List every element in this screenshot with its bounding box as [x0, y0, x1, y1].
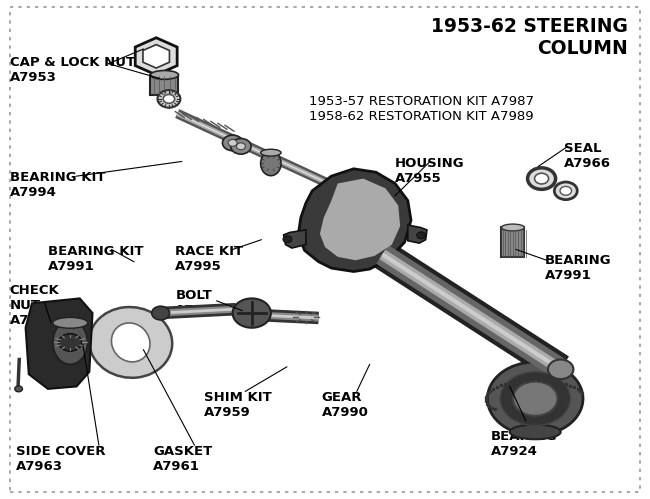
Circle shape	[513, 382, 558, 416]
Polygon shape	[283, 230, 306, 248]
Ellipse shape	[261, 151, 281, 176]
Ellipse shape	[111, 323, 150, 362]
Polygon shape	[143, 44, 170, 68]
Text: CAP & LOCK NUT
A7953: CAP & LOCK NUT A7953	[10, 56, 135, 84]
Circle shape	[58, 334, 82, 351]
Circle shape	[534, 173, 549, 184]
Text: RACE KIT
A7995: RACE KIT A7995	[176, 245, 244, 272]
Circle shape	[417, 232, 426, 239]
Ellipse shape	[510, 425, 561, 439]
Circle shape	[233, 298, 271, 328]
Ellipse shape	[501, 224, 525, 231]
Text: BEARING
A7924: BEARING A7924	[491, 431, 557, 459]
Circle shape	[151, 306, 170, 320]
Ellipse shape	[89, 307, 172, 378]
Bar	[150, 75, 179, 95]
Text: GASKET
A7961: GASKET A7961	[153, 445, 213, 473]
Polygon shape	[408, 225, 427, 243]
Polygon shape	[135, 38, 177, 75]
Circle shape	[548, 359, 573, 379]
Text: SIDE COVER
A7963: SIDE COVER A7963	[16, 445, 105, 473]
Text: HOUSING
A7955: HOUSING A7955	[395, 157, 465, 185]
Circle shape	[237, 143, 246, 150]
Circle shape	[528, 168, 556, 189]
Circle shape	[163, 94, 175, 103]
Circle shape	[500, 372, 570, 426]
Bar	[501, 228, 525, 257]
Ellipse shape	[150, 70, 179, 79]
Text: BEARING KIT
A7994: BEARING KIT A7994	[10, 171, 105, 199]
Polygon shape	[25, 298, 92, 389]
Ellipse shape	[53, 320, 88, 364]
Text: 1953-57 RESTORATION KIT A7987
1958-62 RESTORATION KIT A7989: 1953-57 RESTORATION KIT A7987 1958-62 RE…	[309, 95, 534, 123]
Text: BEARING
A7991: BEARING A7991	[545, 254, 612, 282]
Polygon shape	[320, 179, 400, 260]
Ellipse shape	[53, 317, 88, 328]
Text: CHECK
NUT
A7965: CHECK NUT A7965	[10, 284, 59, 327]
Circle shape	[15, 386, 22, 392]
Text: GEAR
A7990: GEAR A7990	[322, 391, 369, 419]
Circle shape	[283, 236, 292, 243]
Text: SEAL
A7966: SEAL A7966	[564, 142, 611, 170]
Text: SHIM KIT
A7959: SHIM KIT A7959	[204, 391, 272, 419]
Text: BEARING KIT
A7991: BEARING KIT A7991	[48, 245, 144, 272]
Circle shape	[554, 182, 577, 200]
Circle shape	[222, 135, 243, 151]
Circle shape	[157, 90, 181, 108]
Polygon shape	[298, 169, 411, 271]
Text: BOLT
A7957: BOLT A7957	[176, 288, 222, 317]
Text: 1953-62 STEERING
COLUMN: 1953-62 STEERING COLUMN	[431, 17, 627, 58]
Circle shape	[488, 362, 583, 435]
Circle shape	[231, 139, 251, 154]
Circle shape	[228, 139, 237, 146]
Ellipse shape	[261, 149, 281, 156]
Circle shape	[560, 187, 571, 195]
